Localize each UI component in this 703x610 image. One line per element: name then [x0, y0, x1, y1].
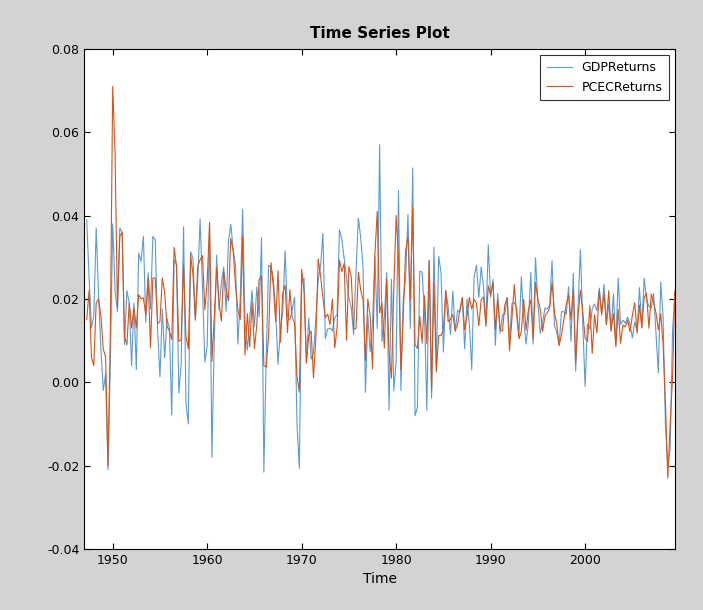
GDPReturns — [179, 223, 188, 231]
PCECReturns — [108, 83, 117, 90]
PCECReturns — [650, 299, 658, 306]
PCECReturns — [671, 287, 679, 294]
PCECReturns — [328, 295, 337, 303]
GDPReturns — [427, 395, 436, 402]
X-axis label: Time: Time — [363, 572, 396, 586]
PCECReturns — [82, 316, 91, 323]
GDPReturns — [652, 330, 660, 337]
PCECReturns — [425, 257, 434, 264]
GDPReturns — [328, 327, 337, 334]
GDPReturns — [671, 289, 679, 296]
Legend: GDPReturns, PCECReturns: GDPReturns, PCECReturns — [540, 55, 669, 100]
Line: GDPReturns: GDPReturns — [86, 145, 675, 472]
Line: PCECReturns: PCECReturns — [86, 87, 675, 478]
PCECReturns — [664, 475, 672, 482]
GDPReturns — [494, 290, 502, 297]
PCECReturns — [491, 326, 500, 333]
Title: Time Series Plot: Time Series Plot — [310, 26, 449, 41]
GDPReturns — [321, 335, 330, 342]
PCECReturns — [181, 333, 190, 340]
GDPReturns — [259, 468, 268, 476]
PCECReturns — [321, 314, 330, 321]
GDPReturns — [82, 216, 91, 223]
GDPReturns — [375, 141, 384, 148]
